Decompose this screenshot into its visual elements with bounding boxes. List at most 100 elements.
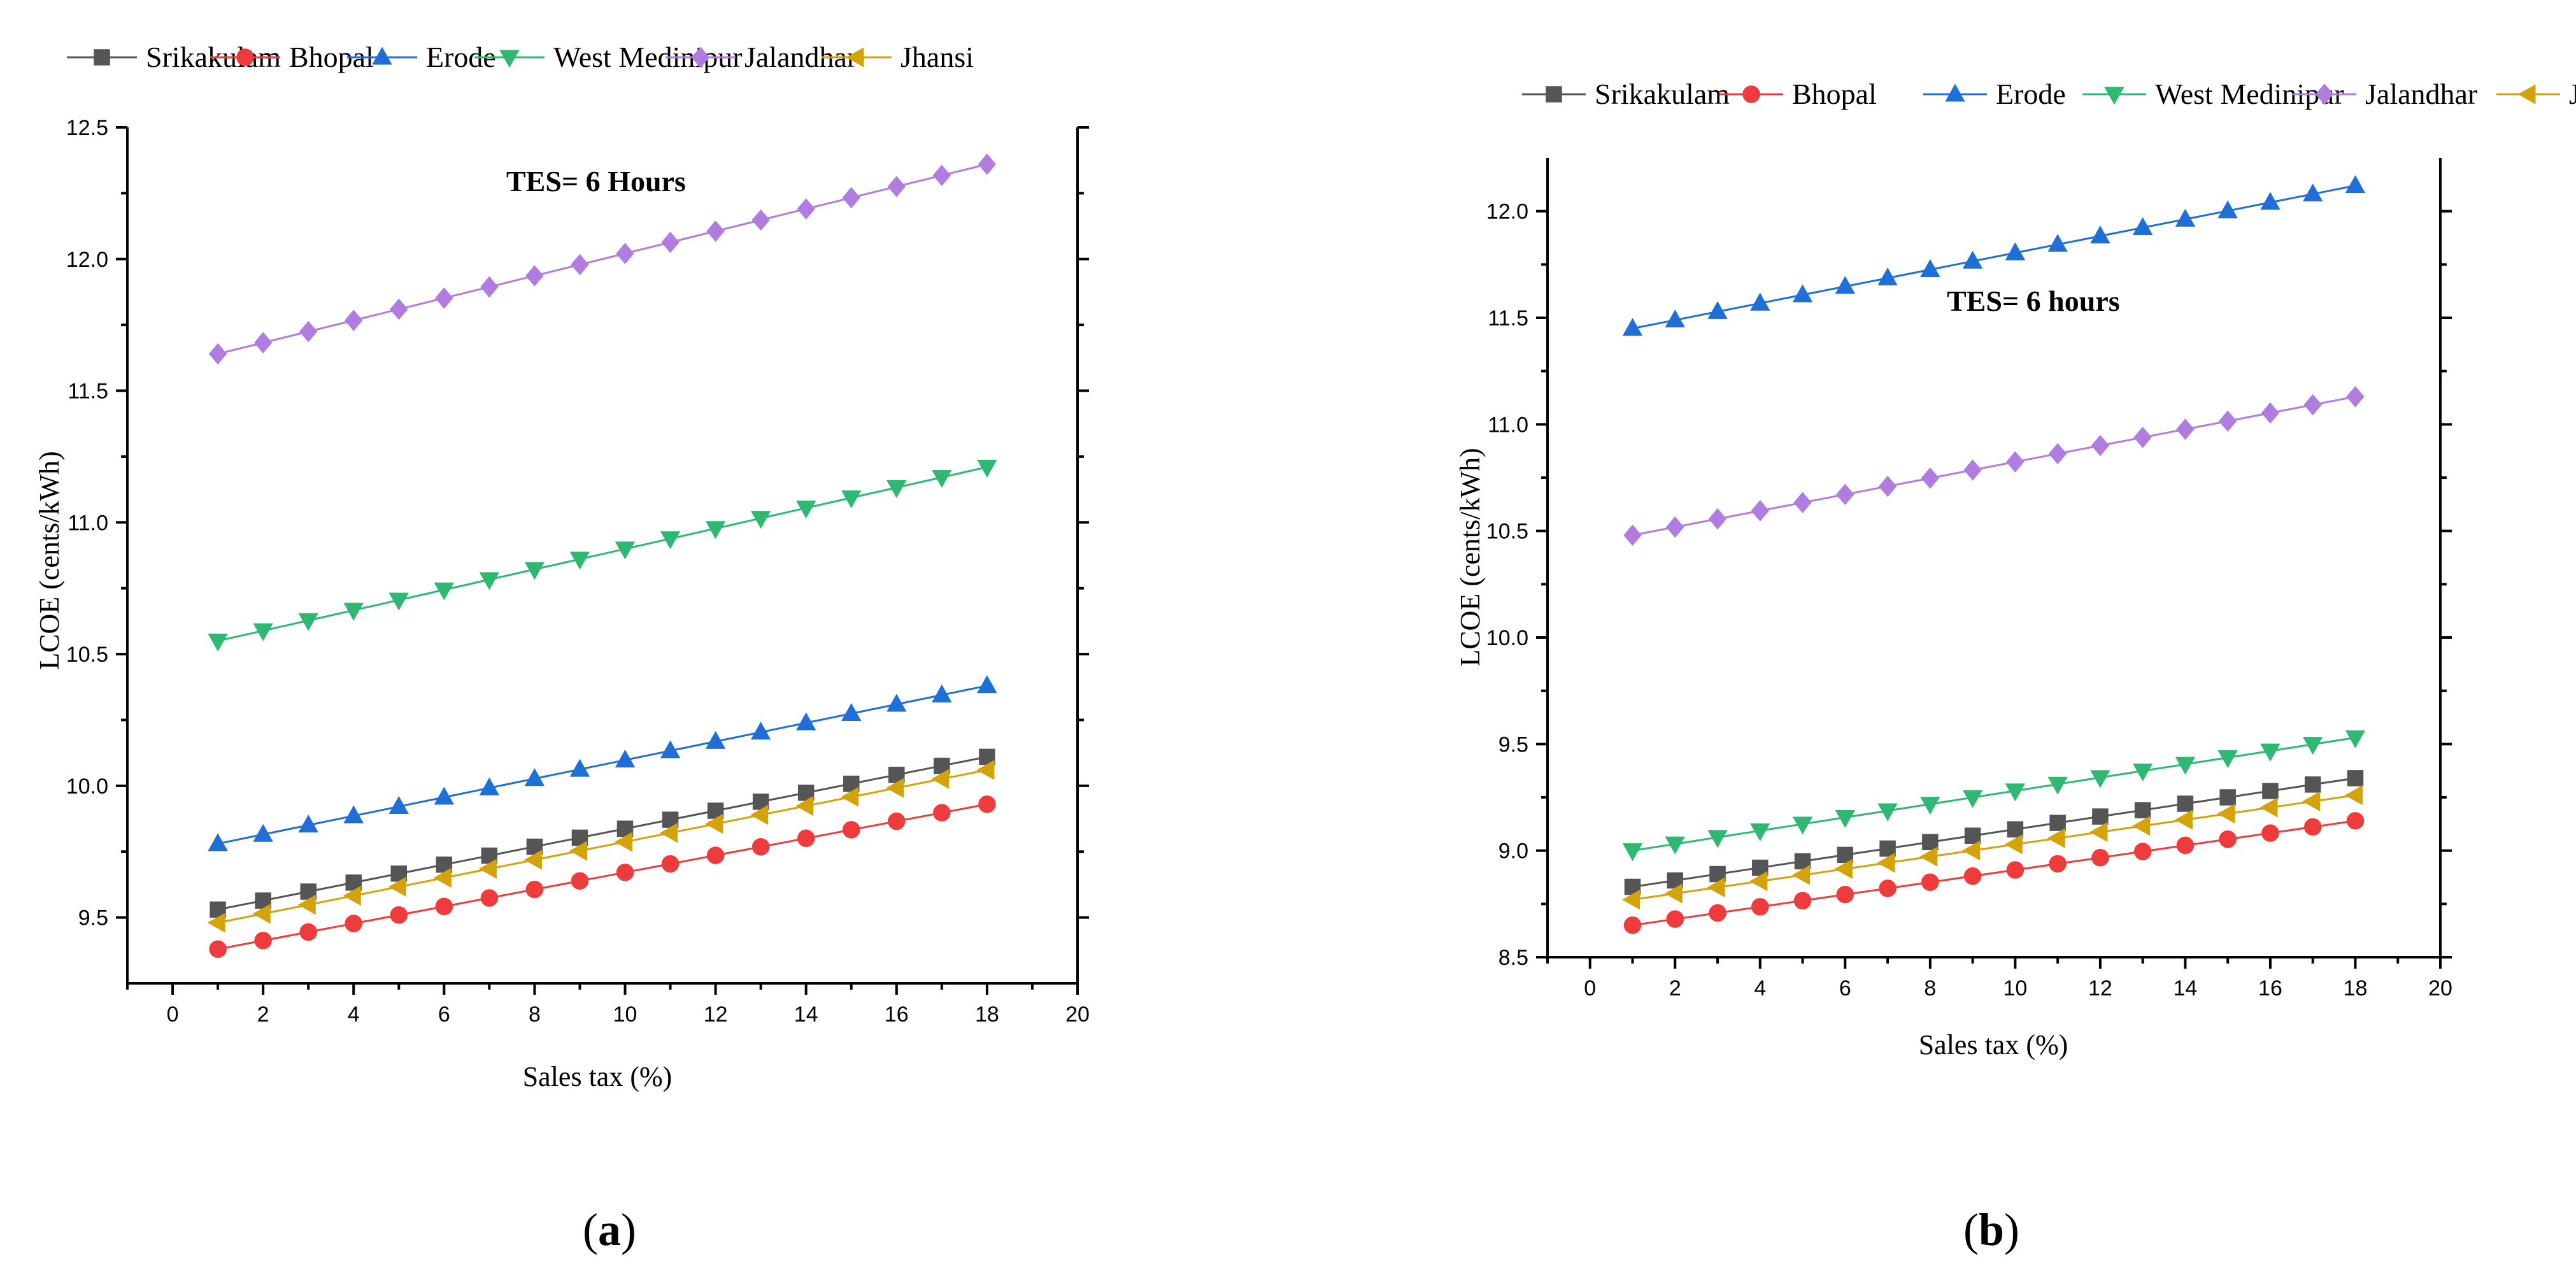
data-point: [1879, 880, 1896, 897]
data-point: [1792, 816, 1813, 835]
data-point: [480, 276, 499, 298]
data-point: [1835, 809, 1856, 829]
data-point: [1751, 500, 1769, 522]
legend-label: Jhansi: [2569, 78, 2576, 110]
data-point: [750, 511, 771, 529]
x-tick-label: 0: [1584, 976, 1596, 1001]
data-point: [2007, 821, 2024, 837]
data-point: [2346, 386, 2365, 408]
data-point: [2259, 797, 2278, 818]
data-point: [977, 675, 997, 694]
series-line: [1632, 820, 2356, 927]
series-line: [217, 685, 988, 845]
x-tick-label: 10: [613, 1002, 637, 1027]
data-point: [1708, 508, 1727, 530]
data-point: [479, 572, 500, 590]
tes-annotation: TES= 6 Hours: [506, 165, 686, 197]
panel-label: (a): [583, 1204, 636, 1255]
legend-label: Jhansi: [900, 41, 974, 73]
data-point: [569, 759, 590, 777]
data-point: [660, 823, 678, 843]
panel-label-open: (: [583, 1204, 598, 1255]
data-point: [2260, 192, 2281, 210]
data-point: [660, 531, 681, 550]
x-tick-label: 6: [438, 1002, 450, 1027]
data-point: [1793, 492, 1812, 513]
axes: 0 2 4 6 8 10 12 14 16 18 20 8.5 9.0 9.5 10.0 10.5 11.0 11…: [1486, 158, 2452, 1001]
data-point: [977, 459, 997, 478]
data-point: [571, 872, 589, 890]
x-tick-label: 2: [1669, 976, 1681, 1001]
y-tick-label: 11.5: [1488, 306, 1528, 331]
data-point: [932, 164, 951, 187]
data-point: [616, 243, 634, 264]
data-point: [2303, 818, 2322, 836]
x-tick-label: 12: [704, 1002, 728, 1027]
data-point: [661, 231, 680, 253]
x-tick-label: 16: [2258, 976, 2282, 1001]
data-point: [705, 814, 723, 834]
y-tick-label: 10.0: [66, 774, 108, 799]
series-erode: [208, 675, 997, 851]
data-point: [343, 602, 364, 621]
series-line: [217, 163, 988, 355]
data-point: [571, 253, 589, 276]
data-point: [2217, 803, 2235, 824]
data-point: [842, 187, 860, 209]
data-point: [2346, 812, 2365, 830]
data-point: [933, 804, 951, 822]
data-point: [1963, 867, 1982, 885]
tes-annotation: TES= 6 hours: [1947, 285, 2120, 317]
data-point: [1750, 823, 1770, 841]
data-point: [1877, 803, 1898, 822]
data-point: [886, 694, 907, 712]
data-point: [1752, 859, 1768, 876]
data-point: [796, 712, 816, 730]
data-point: [480, 889, 499, 907]
data-point: [1964, 827, 1981, 844]
data-point: [298, 815, 318, 833]
data-point: [978, 153, 997, 175]
data-point: [571, 829, 588, 846]
data-point: [1837, 846, 1854, 864]
data-point: [1793, 892, 1812, 909]
data-point: [254, 932, 272, 950]
panel-b-chart: 0 2 4 6 8 10 12 14 16 18 20 8.5 9.0 9.5 10.0 10.5 11.0 11…: [1455, 78, 2576, 1255]
data-point: [343, 885, 361, 906]
series-jalandhar: [1623, 386, 2365, 546]
data-point: [1624, 878, 1641, 895]
data-point: [569, 841, 588, 861]
data-point: [616, 820, 634, 837]
x-tick-label: 16: [885, 1002, 909, 1027]
x-tick-label: 8: [1924, 976, 1936, 1001]
data-point: [887, 176, 906, 197]
x-tick-label: 6: [1839, 976, 1851, 1001]
data-point: [2132, 816, 2151, 836]
legend-label: Jalandhar: [2365, 78, 2477, 110]
data-point: [435, 287, 453, 309]
y-tick-label: 10.5: [1486, 520, 1528, 544]
data-point: [2133, 427, 2152, 448]
data-point: [979, 748, 995, 766]
data-point: [886, 480, 907, 499]
data-point: [2219, 410, 2237, 432]
panel-label: (b): [1963, 1204, 2019, 1255]
series-line: [1632, 794, 2356, 901]
data-point: [435, 897, 453, 916]
data-point: [2090, 225, 2110, 244]
data-point: [797, 785, 815, 801]
data-point: [299, 320, 318, 343]
data-point: [1622, 843, 1643, 862]
data-point: [253, 823, 273, 842]
data-point: [706, 846, 725, 864]
legend-marker: [2104, 87, 2124, 105]
legend-marker: [236, 48, 254, 66]
data-point: [207, 913, 225, 933]
legend-item: Jhansi: [822, 41, 974, 73]
data-point: [751, 837, 770, 856]
data-point: [1666, 910, 1684, 928]
data-point: [2217, 200, 2238, 218]
data-point: [1750, 292, 1770, 311]
y-tick-label: 8.5: [1498, 946, 1528, 970]
x-tick-label: 20: [1065, 1002, 1090, 1027]
